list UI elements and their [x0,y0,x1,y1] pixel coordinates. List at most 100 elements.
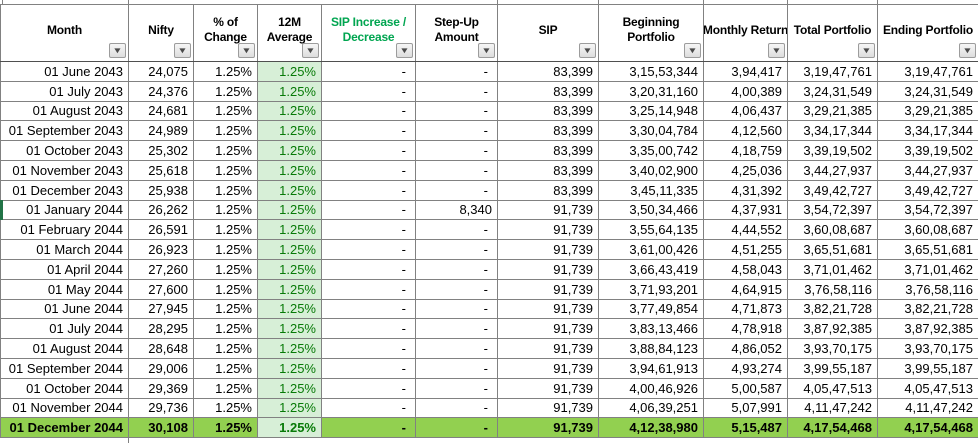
cell-total-portfolio[interactable]: 3,60,08,687 [787,219,878,241]
cell-ending-portfolio[interactable]: 4,05,47,513 [877,377,978,399]
cell-step-up-amount[interactable]: - [415,417,498,439]
cell-12m-average[interactable]: 1.25% [257,278,322,300]
column-header-sip[interactable]: SIP ▼ [497,4,599,62]
filter-button[interactable]: ▼ [396,43,413,58]
cell-step-up-amount[interactable]: - [415,140,498,161]
cell-nifty[interactable]: 27,260 [128,258,194,280]
cell-nifty[interactable]: 27,600 [128,278,194,300]
cell-sip-increase-decrease[interactable]: - [321,219,416,241]
cell-sip-increase-decrease[interactable]: - [321,258,416,280]
cell-total-portfolio[interactable]: 3,99,55,187 [787,357,878,379]
cell-sip[interactable]: 83,399 [497,179,599,201]
cell-beginning-portfolio[interactable]: 3,25,14,948 [598,100,704,122]
cell-sip-increase-decrease[interactable]: - [321,100,416,122]
cell-pct-of-change[interactable]: 1.25% [193,338,258,359]
cell-monthly-return[interactable]: 4,64,915 [703,278,788,300]
cell-ending-portfolio[interactable]: 4,11,47,242 [877,397,978,419]
cell-nifty[interactable]: 28,648 [128,338,194,359]
column-header-monthly-return[interactable]: Monthly Return ▼ [703,4,788,62]
cell-beginning-portfolio[interactable]: 3,55,64,135 [598,219,704,241]
cell-sip-increase-decrease[interactable]: - [321,120,416,142]
cell-ending-portfolio[interactable]: 3,71,01,462 [877,258,978,280]
cell-nifty[interactable]: 28,295 [128,318,194,340]
cell-step-up-amount[interactable]: - [415,100,498,122]
cell-monthly-return[interactable]: 4,37,931 [703,199,788,221]
cell-sip-increase-decrease[interactable]: - [321,377,416,399]
cell-pct-of-change[interactable]: 1.25% [193,80,258,102]
cell-12m-average[interactable]: 1.25% [257,318,322,340]
cell-ending-portfolio[interactable]: 3,60,08,687 [877,219,978,241]
cell-ending-portfolio[interactable]: 3,29,21,385 [877,100,978,122]
cell-sip[interactable]: 83,399 [497,80,599,102]
cell-ending-portfolio[interactable]: 3,76,58,116 [877,278,978,300]
column-header-beginning-portfolio[interactable]: Beginning Portfolio ▼ [598,4,704,62]
cell-12m-average[interactable]: 1.25% [257,120,322,142]
cell-pct-of-change[interactable]: 1.25% [193,140,258,161]
cell-pct-of-change[interactable]: 1.25% [193,219,258,241]
cell-total-portfolio[interactable]: 3,71,01,462 [787,258,878,280]
cell-monthly-return[interactable]: 4,18,759 [703,140,788,161]
cell-beginning-portfolio[interactable]: 3,88,84,123 [598,338,704,359]
cell-total-portfolio[interactable]: 3,39,19,502 [787,140,878,161]
cell-sip-increase-decrease[interactable]: - [321,179,416,201]
cell-sip[interactable]: 91,739 [497,199,599,221]
cell-total-portfolio[interactable]: 3,76,58,116 [787,278,878,300]
cell-step-up-amount[interactable]: - [415,278,498,300]
cell-beginning-portfolio[interactable]: 3,40,02,900 [598,159,704,181]
column-header-sip-increase-decrease[interactable]: SIP Increase / Decrease ▼ [321,4,416,62]
cell-step-up-amount[interactable]: - [415,258,498,280]
cell-beginning-portfolio[interactable]: 4,00,46,926 [598,377,704,399]
cell-ending-portfolio[interactable]: 3,87,92,385 [877,318,978,340]
cell-nifty[interactable]: 26,923 [128,239,194,260]
cell-pct-of-change[interactable]: 1.25% [193,120,258,142]
filter-button[interactable]: ▼ [684,43,701,58]
cell-sip-increase-decrease[interactable]: - [321,159,416,181]
cell-sip-increase-decrease[interactable]: - [321,318,416,340]
cell-step-up-amount[interactable]: - [415,377,498,399]
cell-nifty[interactable]: 24,989 [128,120,194,142]
cell-nifty[interactable]: 25,938 [128,179,194,201]
cell-12m-average[interactable]: 1.25% [257,80,322,102]
column-header-12m-average[interactable]: 12M Average ▼ [257,4,322,62]
cell-ending-portfolio[interactable]: 3,24,31,549 [877,80,978,102]
cell-total-portfolio[interactable]: 4,05,47,513 [787,377,878,399]
cell-monthly-return[interactable]: 3,94,417 [703,61,788,82]
cell-monthly-return[interactable]: 4,71,873 [703,298,788,320]
cell-month[interactable]: 01 December 2043 [0,179,129,201]
cell-ending-portfolio[interactable]: 3,54,72,397 [877,199,978,221]
cell-total-portfolio[interactable]: 3,49,42,727 [787,179,878,201]
cell-month[interactable]: 01 February 2044 [0,219,129,241]
cell-total-portfolio[interactable]: 3,19,47,761 [787,61,878,82]
column-header-step-up-amount[interactable]: Step-Up Amount ▼ [415,4,498,62]
cell-monthly-return[interactable]: 4,51,255 [703,239,788,260]
cell-12m-average[interactable]: 1.25% [257,219,322,241]
cell-sip-increase-decrease[interactable]: - [321,140,416,161]
cell-month[interactable]: 01 November 2043 [0,159,129,181]
cell-total-portfolio[interactable]: 4,11,47,242 [787,397,878,419]
cell-sip[interactable]: 91,739 [497,318,599,340]
cell-monthly-return[interactable]: 4,58,043 [703,258,788,280]
filter-button[interactable]: ▼ [959,43,976,58]
cell-ending-portfolio[interactable]: 3,19,47,761 [877,61,978,82]
cell-sip-increase-decrease[interactable]: - [321,357,416,379]
cell-total-portfolio[interactable]: 3,44,27,937 [787,159,878,181]
cell-month[interactable]: 01 August 2043 [0,100,129,122]
cell-step-up-amount[interactable]: - [415,298,498,320]
column-header-total-portfolio[interactable]: Total Portfolio ▼ [787,4,878,62]
cell-month[interactable]: 01 December 2044 [0,417,129,439]
cell-total-portfolio[interactable]: 3,54,72,397 [787,199,878,221]
cell-sip[interactable]: 83,399 [497,61,599,82]
cell-beginning-portfolio[interactable]: 4,06,39,251 [598,397,704,419]
cell-sip[interactable]: 91,739 [497,417,599,439]
cell-12m-average[interactable]: 1.25% [257,159,322,181]
cell-sip[interactable]: 91,739 [497,278,599,300]
cell-nifty[interactable]: 26,591 [128,219,194,241]
cell-month[interactable]: 01 October 2043 [0,140,129,161]
cell-ending-portfolio[interactable]: 3,93,70,175 [877,338,978,359]
cell-12m-average[interactable]: 1.25% [257,179,322,201]
cell-pct-of-change[interactable]: 1.25% [193,258,258,280]
cell-ending-portfolio[interactable]: 4,17,54,468 [877,417,978,439]
cell-month[interactable]: 01 April 2044 [0,258,129,280]
cell-beginning-portfolio[interactable]: 3,77,49,854 [598,298,704,320]
cell-sip-increase-decrease[interactable]: - [321,417,416,439]
